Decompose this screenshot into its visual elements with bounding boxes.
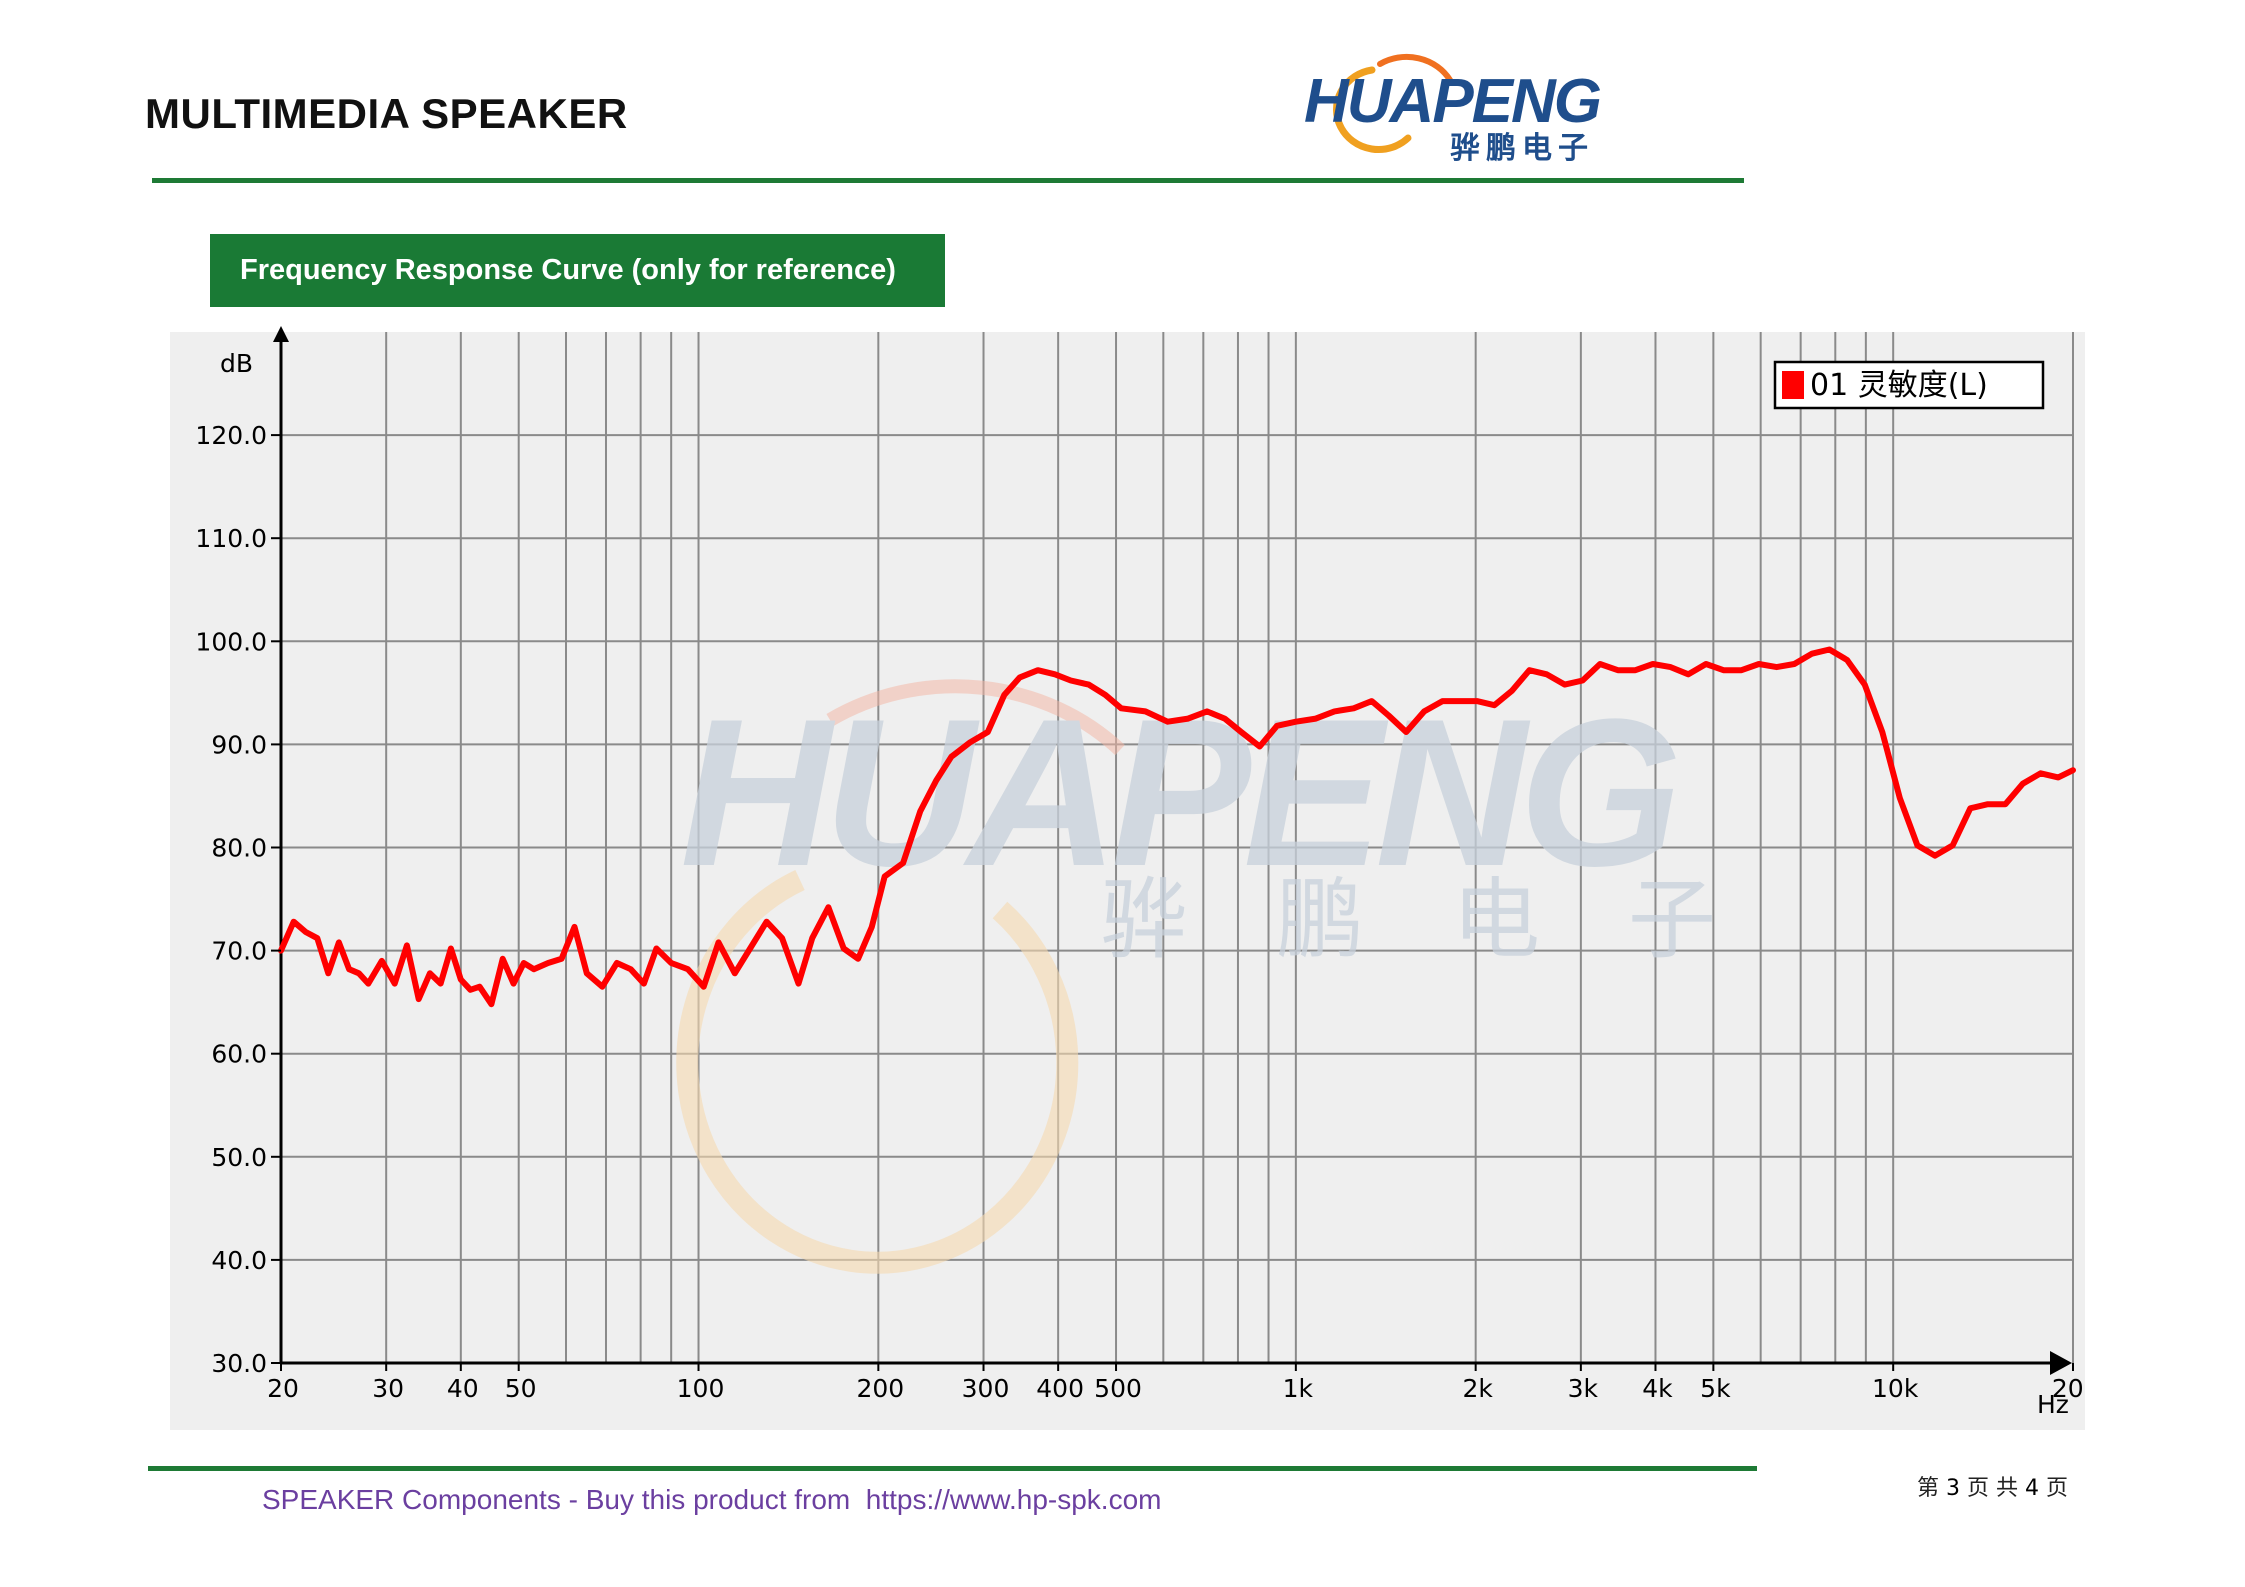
y-tick-label: 80.0	[211, 834, 267, 863]
footer-divider	[148, 1466, 1757, 1471]
legend-box	[1773, 360, 2045, 410]
logo-text: HUAPENG	[1304, 67, 1601, 136]
x-tick-label: 20k	[2052, 1374, 2085, 1403]
x-tick-label: 3k	[1568, 1374, 1599, 1403]
x-axis-label: Hz	[2037, 1390, 2069, 1419]
tick-layer: 30.0 40.0 50.0 60.0 70.0 80.0 90.0 100.0 110.0 12…	[195, 421, 2085, 1403]
y-axis-label: dB	[220, 349, 253, 378]
y-tick-label: 60.0	[211, 1040, 267, 1069]
page-current: 3	[1946, 1476, 1961, 1501]
y-tick-label: 70.0	[211, 937, 267, 966]
section-banner: Frequency Response Curve (only for refer…	[210, 234, 945, 307]
x-tick-label: 400	[1036, 1374, 1084, 1403]
x-tick-label: 100	[677, 1374, 725, 1403]
x-tick-label: 20	[267, 1374, 299, 1403]
axes-layer	[273, 326, 2072, 1375]
y-tick-label: 50.0	[211, 1143, 267, 1172]
y-tick-label: 90.0	[211, 730, 267, 759]
x-tick-label: 500	[1094, 1374, 1142, 1403]
legend: 01 灵敏度(L)	[1773, 360, 2045, 410]
x-tick-label: 30	[372, 1374, 404, 1403]
x-tick-label: 1k	[1283, 1374, 1314, 1403]
x-tick-label: 10k	[1872, 1374, 1919, 1403]
grid-layer	[280, 332, 2074, 1363]
header-divider	[152, 178, 1744, 183]
x-tick-label: 4k	[1642, 1374, 1673, 1403]
page-title: MULTIMEDIA SPEAKER	[145, 90, 628, 137]
y-tick-label: 100.0	[195, 627, 267, 656]
page-mid: 页 共	[1967, 1476, 2019, 1501]
frequency-response-chart: HUAPENG 骅 鹏 电 子 30.0 40.0 50.0 60.0 70.0 80.0…	[170, 326, 2085, 1430]
y-tick-label: 30.0	[211, 1349, 267, 1378]
logo-subtext: 骅鹏电子	[1450, 131, 1594, 166]
huapeng-logo: HUAPENG 骅鹏电子	[1304, 53, 1603, 166]
x-tick-label: 5k	[1700, 1374, 1731, 1403]
x-tick-label: 2k	[1462, 1374, 1493, 1403]
page-prefix: 第	[1917, 1476, 1940, 1501]
y-tick-label: 40.0	[211, 1246, 267, 1275]
page-number: 第 3 页 共 4 页	[1917, 1470, 2068, 1502]
series-line	[278, 646, 2076, 1008]
watermark-text: HUAPENG	[680, 675, 1676, 910]
y-tick-label: 120.0	[195, 421, 267, 450]
footer-link-text[interactable]: SPEAKER Components - Buy this product fr…	[262, 1484, 1162, 1515]
watermark: HUAPENG 骅 鹏 电 子	[676, 675, 1746, 1274]
series-layer	[278, 646, 2076, 1008]
x-axis-arrow	[2050, 1351, 2072, 1375]
chart-background	[170, 332, 2085, 1430]
x-tick-label: 40	[447, 1374, 479, 1403]
x-tick-label: 300	[962, 1374, 1010, 1403]
y-tick-label: 110.0	[195, 524, 267, 553]
page-suffix: 页	[2046, 1476, 2069, 1501]
x-tick-label: 50	[505, 1374, 537, 1403]
page-total: 4	[2025, 1476, 2040, 1501]
y-axis-arrow	[273, 326, 289, 342]
x-tick-label: 200	[856, 1374, 904, 1403]
watermark-subtext: 骅 鹏 电 子	[1100, 868, 1746, 971]
legend-label: 01 灵敏度(L)	[1810, 368, 1988, 403]
legend-swatch	[1782, 371, 1804, 399]
